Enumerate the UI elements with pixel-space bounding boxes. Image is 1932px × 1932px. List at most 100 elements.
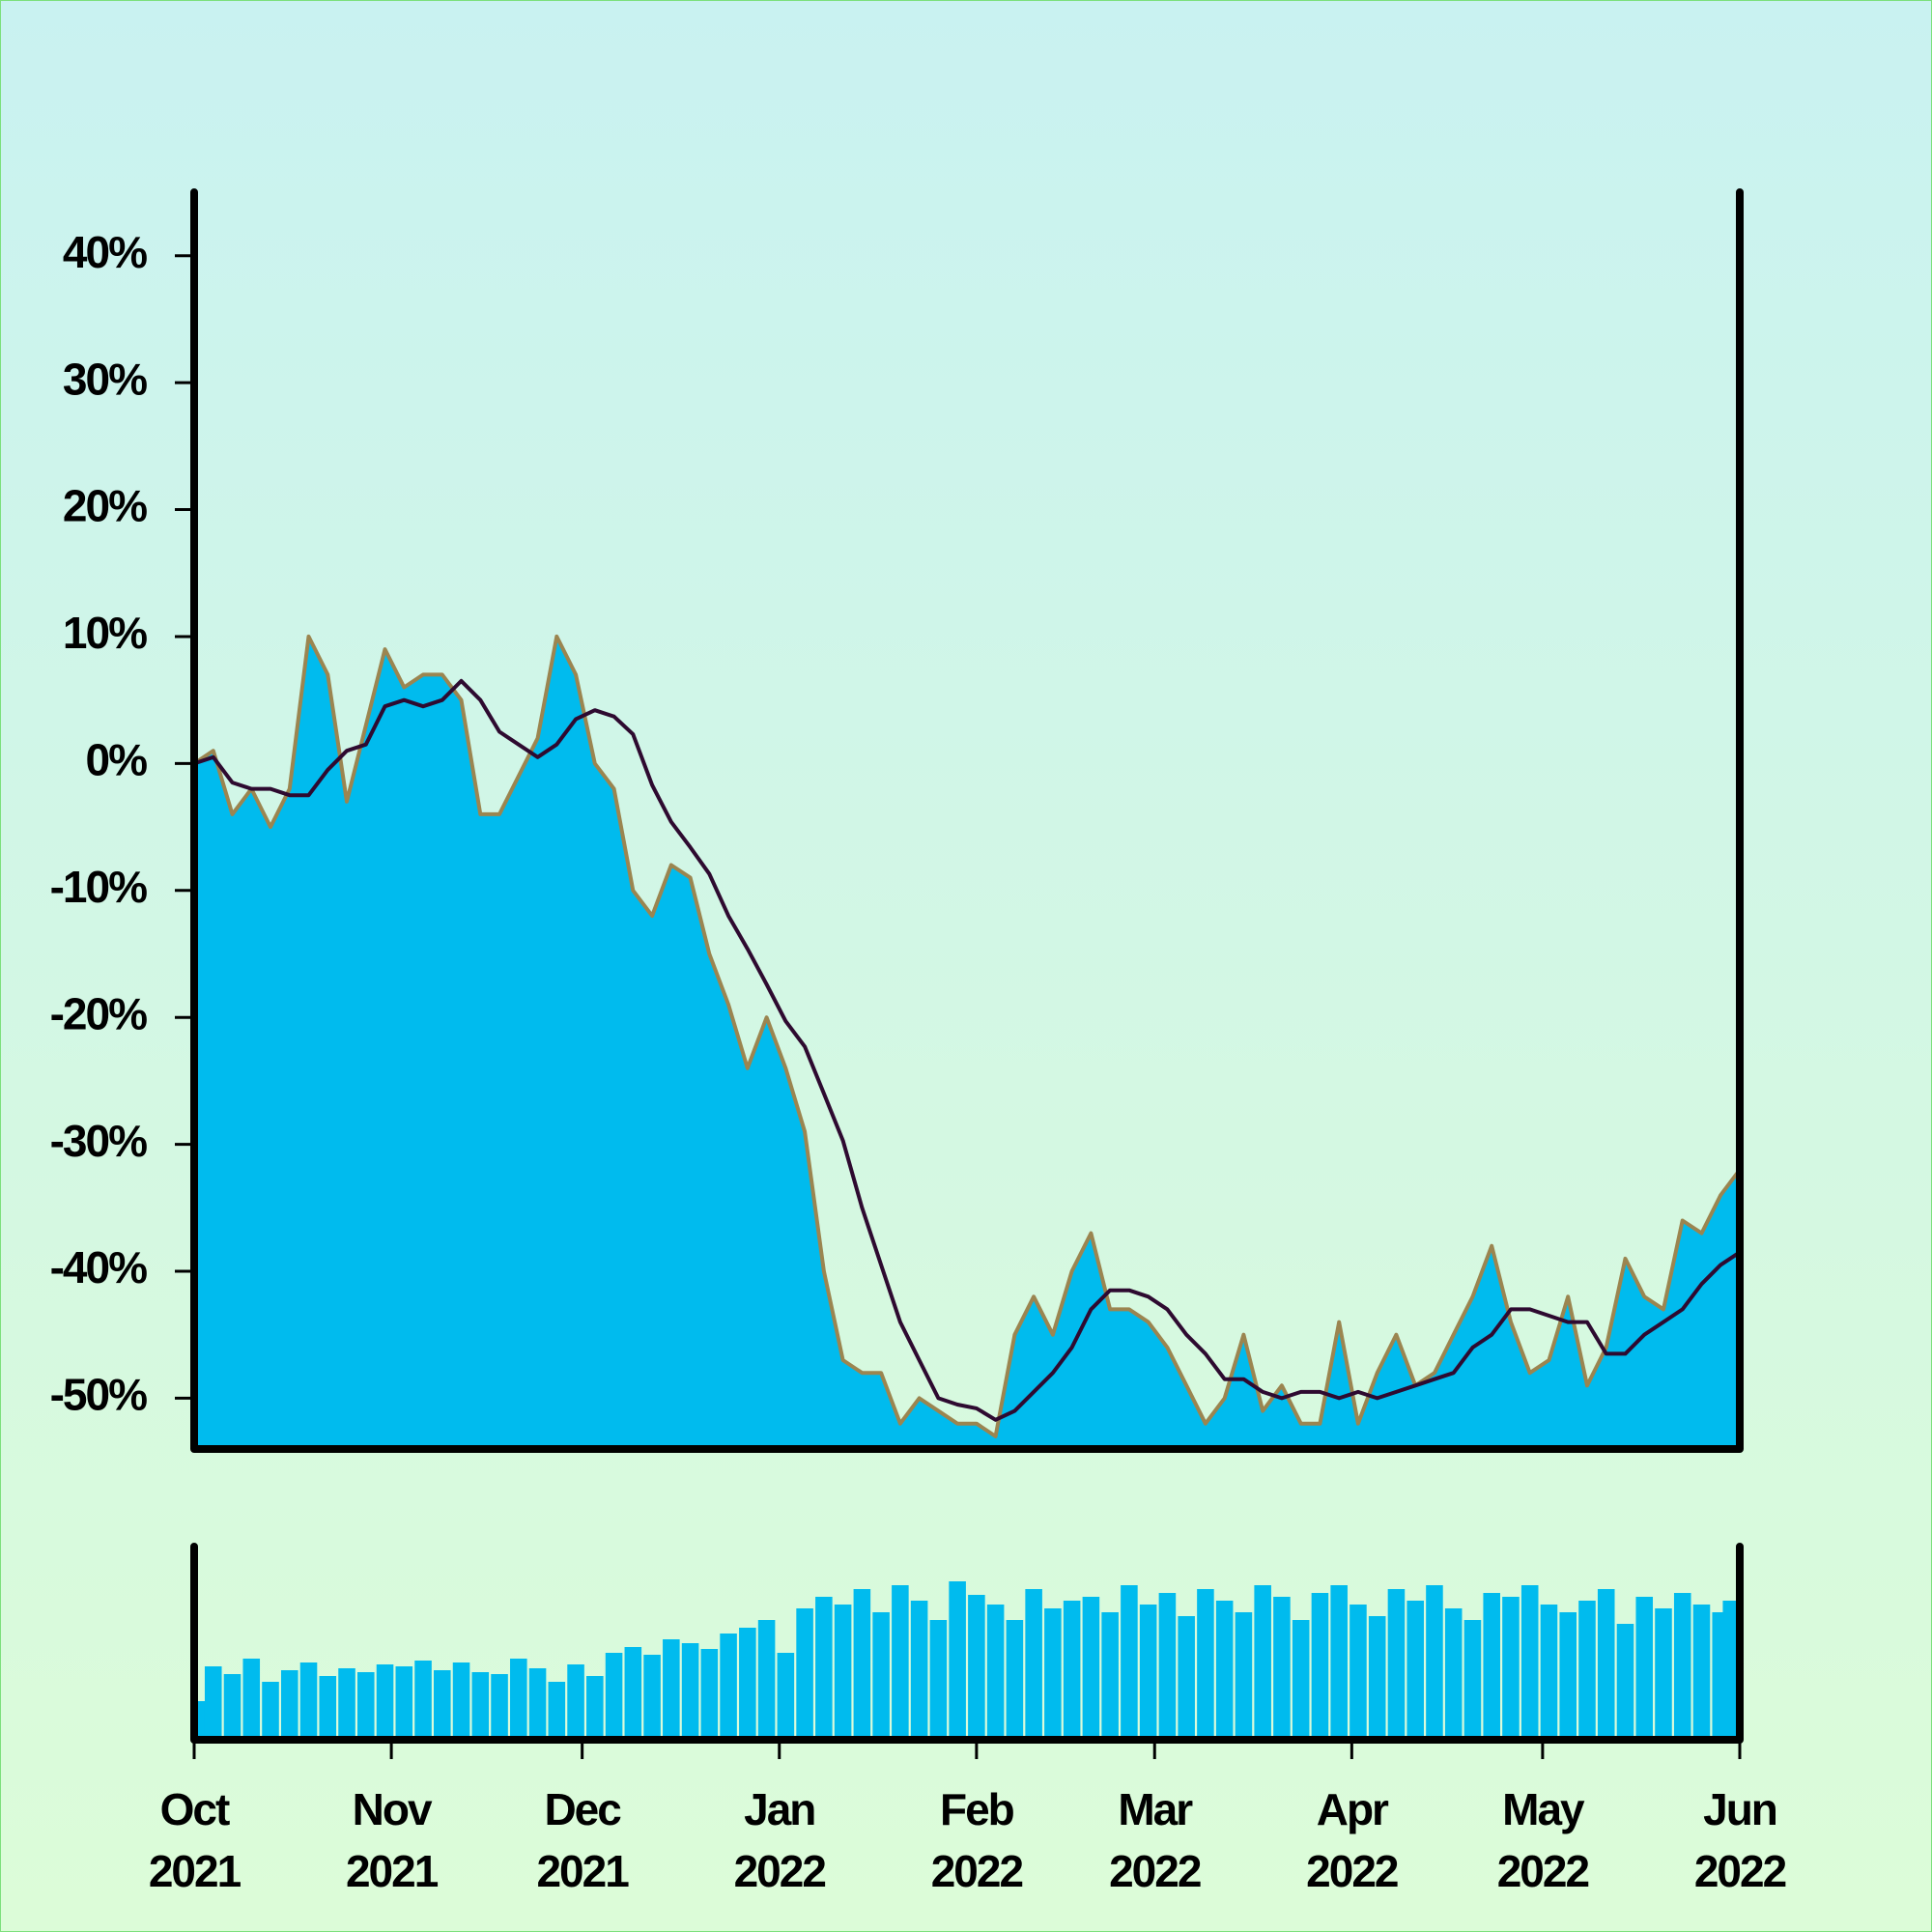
volume-bar [1692,1605,1711,1740]
volume-bar [1635,1597,1654,1740]
volume-bar [1139,1605,1157,1740]
volume-bar [777,1653,795,1740]
volume-bar [510,1659,527,1740]
volume-bar [872,1612,890,1740]
volume-bar [414,1661,432,1740]
volume-bar [434,1670,451,1740]
y-tick-label: 40% [63,227,147,277]
y-tick-label: -10% [50,862,147,912]
volume-bar [1292,1620,1310,1740]
y-tick-label: 30% [63,354,147,404]
x-tick-label: Jan 2022 [733,1784,827,1896]
y-tick-label: -40% [50,1242,147,1293]
volume-bar [1655,1608,1672,1740]
volume-bar [528,1668,547,1740]
volume-bar [1082,1597,1100,1740]
volume-bar [452,1662,470,1740]
volume-bar [356,1672,375,1740]
volume-bar [1406,1601,1424,1740]
volume-bar [1235,1612,1253,1740]
volume-bar [834,1605,852,1740]
volume-bar [1387,1589,1406,1740]
volume-bar [491,1674,508,1740]
volume-bar [548,1682,566,1740]
volume-bar [892,1585,909,1740]
volume-bar [319,1676,337,1740]
volume-bar [739,1628,756,1740]
volume-bar [1044,1608,1062,1740]
volume-bar [1311,1593,1329,1740]
volume-bar [280,1670,298,1740]
volume-bar [910,1601,928,1740]
x-tick-label: Jun 2022 [1693,1784,1787,1896]
volume-bar [796,1608,813,1740]
volume-bar [299,1662,318,1740]
volume-bar [853,1589,871,1740]
volume-bar [643,1655,661,1740]
volume-bar [968,1595,985,1740]
price-line [192,634,1742,1438]
x-tick-label: Nov 2021 [345,1784,439,1896]
volume-bar [1006,1620,1024,1740]
volume-bar [1273,1597,1291,1740]
volume-bar [1502,1597,1520,1740]
price-area [194,636,1740,1449]
volume-bar [586,1676,604,1740]
volume-bar [1540,1605,1558,1740]
volume-bar [471,1672,490,1740]
volume-bar [1483,1593,1500,1740]
volume-bar [1597,1589,1615,1740]
y-tick-label: 10% [63,608,147,658]
volume-bar [1197,1589,1214,1740]
volume-bar [700,1649,719,1740]
x-tick-label: Dec 2021 [536,1784,629,1896]
x-tick-label: Mar 2022 [1109,1784,1202,1896]
volume-bar [1368,1616,1386,1740]
volume-bar [1520,1585,1539,1740]
y-tick-label: 0% [86,735,148,785]
volume-bar [204,1666,222,1740]
y-tick-label: 20% [63,481,147,531]
volume-bar [1121,1585,1138,1740]
volume-bar [720,1634,737,1740]
volume-bar [1101,1612,1119,1740]
volume-bar [1722,1601,1740,1740]
volume-bar [1616,1624,1634,1740]
x-tick-label: Oct 2021 [148,1784,242,1896]
volume-bar [1578,1601,1596,1740]
volume-bar [986,1605,1005,1740]
volume-bar [815,1597,833,1740]
volume-bar [1444,1608,1463,1740]
volume-bar [567,1664,584,1740]
volume-bar [262,1682,279,1740]
volume-bar [929,1620,948,1740]
volume-bar [1178,1616,1195,1740]
volume-bar [1426,1585,1443,1740]
volume-bar [1330,1585,1348,1740]
volume-bar [681,1643,699,1740]
volume-bar [242,1659,261,1740]
volume-bar [605,1653,623,1740]
volume-bar [223,1674,242,1740]
volume-bar [395,1666,413,1740]
volume-bar [1350,1605,1367,1740]
volume-bar [1063,1601,1081,1740]
axis-spines [190,1543,1744,1744]
volume-bar [663,1639,680,1740]
volume-bar [949,1581,966,1740]
volume-bar [376,1664,394,1740]
axis-spines [190,188,1744,1453]
moving-average-line [193,678,1742,1422]
volume-bar [1254,1585,1271,1740]
y-tick-label: -20% [50,988,147,1038]
x-tick-label: May 2022 [1496,1784,1590,1896]
volume-bar [1215,1601,1234,1740]
volume-bar [1025,1589,1042,1740]
volume-bar [1673,1593,1691,1740]
volume-bar [757,1620,776,1740]
volume-bar [624,1647,642,1740]
volume-bar [338,1668,355,1740]
x-tick-label: Feb 2022 [930,1784,1024,1896]
